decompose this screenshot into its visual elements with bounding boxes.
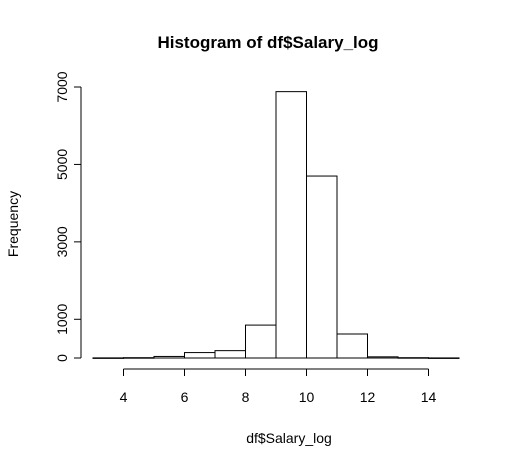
y-axis: 0 1000 3000 5000 7000 (54, 71, 82, 362)
y-tick-label-0: 0 (54, 354, 70, 362)
bar-7-8 (214, 350, 246, 359)
x-tick-label-6: 6 (181, 389, 189, 405)
bar-6-7 (184, 352, 216, 359)
y-axis-label: Frequency (5, 191, 21, 257)
y-tick-label-7000: 7000 (54, 71, 70, 102)
bar-10-11 (306, 175, 338, 359)
bar-9-10 (275, 91, 307, 359)
x-tick-label-4: 4 (120, 389, 128, 405)
bar-3-4 (92, 357, 124, 359)
bar-4-5 (123, 357, 155, 359)
bar-11-12 (336, 333, 368, 359)
x-tick-label-12: 12 (360, 389, 376, 405)
bar-14-15 (428, 357, 460, 359)
x-tick-label-14: 14 (421, 389, 437, 405)
y-tick-label-3000: 3000 (54, 226, 70, 257)
bar-13-14 (397, 357, 429, 359)
chart-title: Histogram of df$Salary_log (157, 33, 378, 52)
x-tick-label-10: 10 (299, 389, 315, 405)
bars-group (92, 91, 460, 359)
y-tick-label-5000: 5000 (54, 149, 70, 180)
x-axis: 4 6 8 10 12 14 (120, 368, 437, 405)
x-tick-label-8: 8 (242, 389, 250, 405)
bar-12-13 (367, 356, 399, 359)
bar-8-9 (245, 324, 277, 359)
bar-5-6 (153, 355, 185, 359)
y-tick-label-1000: 1000 (54, 304, 70, 335)
x-axis-label: df$Salary_log (246, 430, 332, 446)
